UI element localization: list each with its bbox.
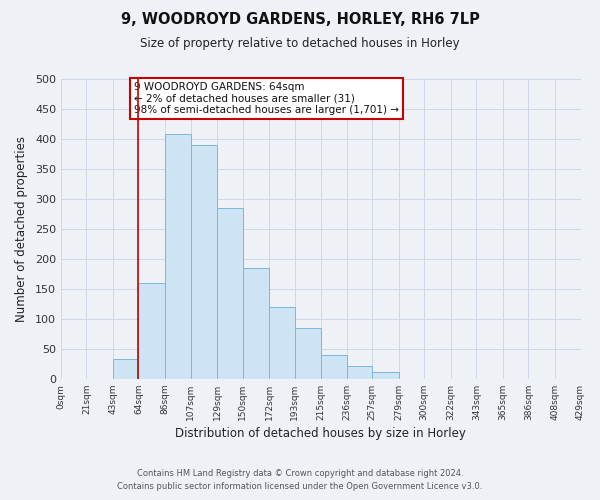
Text: Contains HM Land Registry data © Crown copyright and database right 2024.: Contains HM Land Registry data © Crown c… (137, 468, 463, 477)
Text: 9 WOODROYD GARDENS: 64sqm
← 2% of detached houses are smaller (31)
98% of semi-d: 9 WOODROYD GARDENS: 64sqm ← 2% of detach… (134, 82, 398, 115)
Bar (191, 145, 217, 379)
Bar (242, 268, 269, 379)
Bar (347, 366, 372, 379)
Text: Size of property relative to detached houses in Horley: Size of property relative to detached ho… (140, 38, 460, 51)
Bar (165, 134, 191, 379)
Bar (322, 355, 347, 379)
X-axis label: Distribution of detached houses by size in Horley: Distribution of detached houses by size … (175, 427, 466, 440)
Bar (269, 307, 295, 379)
Bar (217, 208, 242, 379)
Bar (372, 372, 399, 379)
Y-axis label: Number of detached properties: Number of detached properties (15, 136, 28, 322)
Bar (139, 283, 165, 379)
Bar (295, 328, 322, 379)
Text: 9, WOODROYD GARDENS, HORLEY, RH6 7LP: 9, WOODROYD GARDENS, HORLEY, RH6 7LP (121, 12, 479, 28)
Text: Contains public sector information licensed under the Open Government Licence v3: Contains public sector information licen… (118, 482, 482, 491)
Bar (113, 359, 139, 379)
